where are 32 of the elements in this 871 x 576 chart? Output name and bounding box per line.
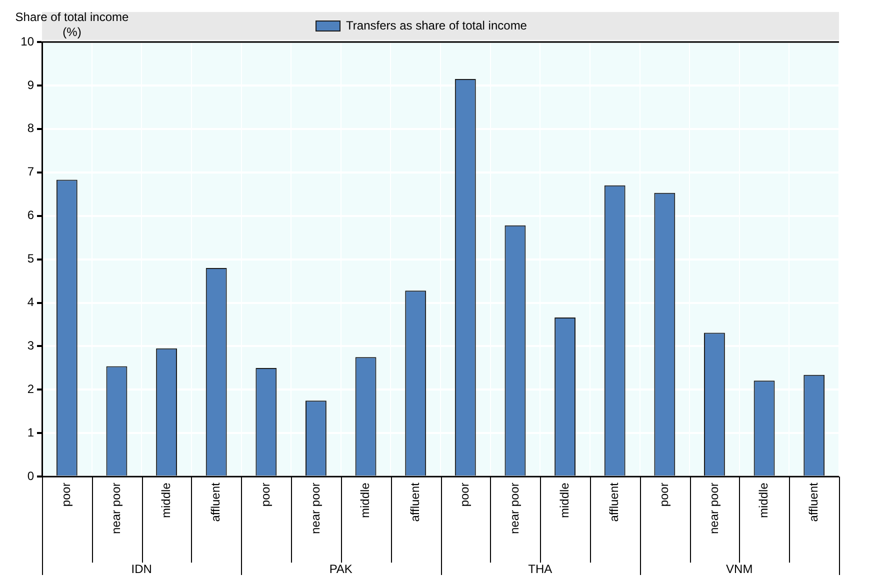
text: IDN [131,562,152,576]
x-tick-label: near poor [508,482,522,534]
y-tick-label: 8 [27,121,34,136]
x-tick-label: near poor [109,482,124,534]
x-tick-label: near poor [308,482,322,534]
y-tick-label: 6 [27,208,34,222]
text: PAK [329,562,352,576]
text: VNM [726,562,753,576]
y-tick-label: 9 [27,78,34,92]
x-tick-label: affluent [408,482,422,522]
x-tick-label: affluent [208,482,223,522]
x-tick-label: poor [458,482,472,507]
y-tick-label: 1 [27,425,34,440]
x-tick-label: near poor [706,482,721,534]
x-tick-label: affluent [607,482,622,522]
text: THA [528,562,552,576]
x-tick-label: poor [656,482,671,507]
y-tick-label: 5 [27,252,34,266]
x-tick-label: poor [258,482,272,507]
y-tick-label: 7 [27,164,34,179]
x-tick-label: middle [358,482,372,518]
legend-label: Transfers as share of total income [346,18,528,32]
y-tick-label: 4 [27,295,34,310]
x-tick-label: middle [557,482,572,518]
y-tick-label: 2 [27,382,34,396]
x-tick-label: middle [756,482,771,518]
y-tick-label: 10 [20,34,34,48]
x-tick-label: middle [158,482,173,518]
y-tick-label: 3 [27,338,34,353]
x-tick-label: poor [59,482,74,507]
x-tick-label: affluent [806,482,820,522]
y-tick-label: 0 [27,468,34,483]
